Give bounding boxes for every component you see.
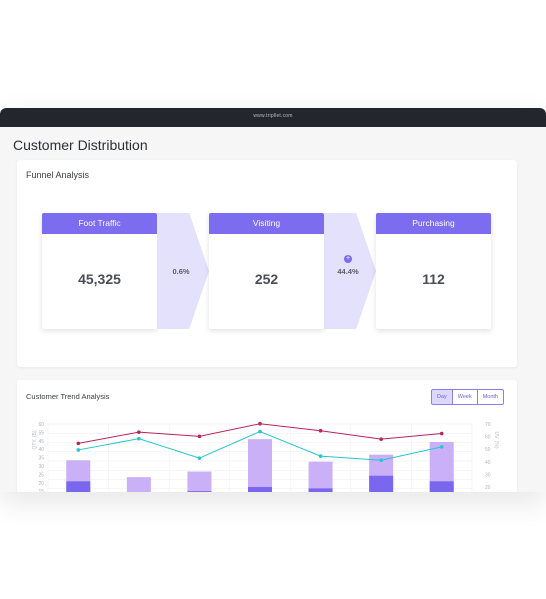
day-button[interactable]: Day <box>430 389 453 405</box>
bar-top <box>308 461 333 492</box>
red-series-point <box>76 441 81 446</box>
y-tick-left: 20 <box>38 481 44 487</box>
teal-series-point <box>197 456 202 460</box>
y-tick-left: 15 <box>38 489 44 492</box>
red-series-point <box>137 430 141 434</box>
funnel-stage-foot-traffic: Foot Traffic 45,325 <box>42 213 157 329</box>
y-tick-left: 25 <box>38 472 44 478</box>
y-tick-right: 50 <box>485 447 491 453</box>
teal-series-point <box>258 429 262 434</box>
conversion-rate: 0.6% <box>172 267 190 276</box>
funnel-stage-purchasing: Purchasing 112 <box>376 213 491 329</box>
y-tick-right: 20 <box>485 485 491 491</box>
period-toggle: Day Week Month <box>430 389 504 405</box>
bar-top <box>126 477 151 492</box>
teal-series-point <box>137 436 141 441</box>
trend-title: Customer Trend Analysis <box>26 392 110 401</box>
y-tick-right: 40 <box>485 460 491 466</box>
conversion-rate: 44.4% <box>337 267 359 276</box>
funnel-card: Funnel Analysis Foot Traffic 45,325 0.6%… <box>17 160 517 367</box>
y-tick-left: 45 <box>38 439 44 445</box>
bar-top <box>187 471 212 492</box>
y-tick-left: 60 <box>38 422 44 428</box>
bar-bottom <box>429 481 454 492</box>
teal-series-point <box>76 448 81 452</box>
teal-series-point <box>318 454 323 458</box>
funnel-arrow-1: 0.6% <box>157 213 209 329</box>
funnel-arrow-2: + 44.4% <box>324 213 376 329</box>
trend-chart: QTY. (B) UV. (%)6055454035302520157060504… <box>32 421 499 492</box>
y-tick-right: 70 <box>485 422 491 428</box>
stage-value: 45,325 <box>78 271 121 287</box>
y-tick-left: 30 <box>38 464 44 470</box>
week-button[interactable]: Week <box>452 389 478 405</box>
bar-bottom <box>66 481 91 492</box>
bar-bottom <box>369 475 394 492</box>
red-series-point <box>379 437 383 441</box>
app-window: www.tripllet.com Customer Distribution F… <box>0 108 546 492</box>
page-title: Customer Distribution <box>13 137 148 153</box>
bar-bottom <box>248 486 272 492</box>
trend-card: Customer Trend Analysis Day Week Month Q… <box>17 380 517 492</box>
stage-label: Purchasing <box>376 213 491 234</box>
address-bar[interactable]: www.tripllet.com <box>253 113 293 119</box>
stage-value: 112 <box>422 271 445 287</box>
teal-series-point <box>379 458 383 462</box>
bar-bottom <box>187 491 212 492</box>
y-tick-left: 55 <box>38 430 44 436</box>
teal-series-point <box>439 445 444 449</box>
y-tick-left: 35 <box>38 456 44 462</box>
y-axis-right-label: UV. (%) <box>493 431 499 448</box>
y-axis-left-label: QTY. (B) <box>32 430 38 449</box>
stage-label: Visiting <box>209 213 324 234</box>
red-series-point <box>439 431 444 436</box>
plus-icon: + <box>344 255 352 263</box>
stage-value: 252 <box>254 271 279 287</box>
month-button[interactable]: Month <box>477 389 504 405</box>
bar-bottom <box>308 488 333 492</box>
bar-top <box>248 439 272 492</box>
red-series-point <box>318 428 323 433</box>
red-series-point <box>258 421 262 426</box>
y-tick-right: 60 <box>485 435 491 441</box>
red-series-point <box>197 434 202 439</box>
funnel-title: Funnel Analysis <box>26 170 90 180</box>
browser-titlebar: www.tripllet.com <box>0 108 546 127</box>
y-tick-left: 40 <box>38 447 44 453</box>
funnel-stage-visiting: Visiting 252 <box>209 213 324 329</box>
stage-label: Foot Traffic <box>42 213 157 234</box>
y-tick-right: 30 <box>485 472 491 478</box>
